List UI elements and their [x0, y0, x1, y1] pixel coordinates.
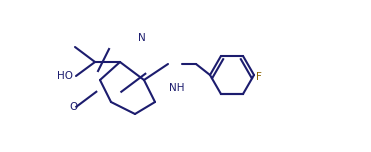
- Text: O: O: [70, 102, 78, 112]
- Text: F: F: [256, 72, 262, 82]
- Text: N: N: [138, 33, 146, 43]
- Text: HO: HO: [57, 71, 73, 81]
- Text: NH: NH: [169, 83, 184, 93]
